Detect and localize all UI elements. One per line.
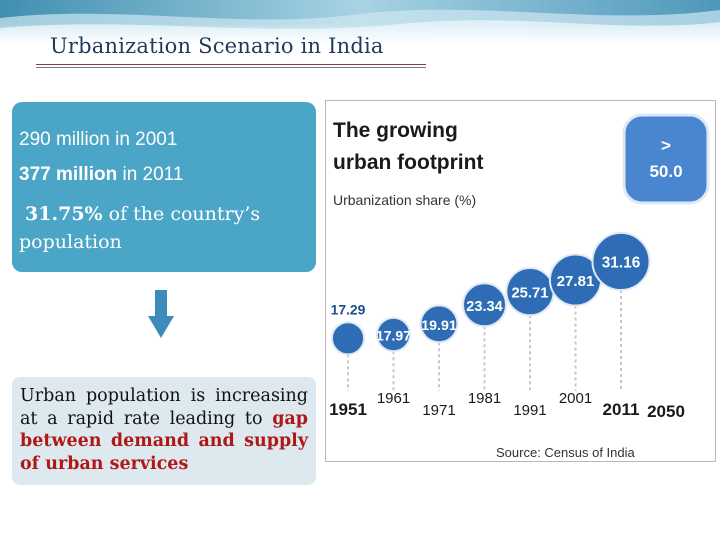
summary-2011-year: in 2011: [117, 164, 184, 185]
title-underline: [36, 64, 426, 65]
value-label-1991: 25.71: [511, 286, 548, 302]
banner-graphic: [0, 0, 720, 44]
title-underline-secondary: [36, 67, 426, 68]
note-text: Urban population is increasing at a rapi…: [20, 386, 308, 429]
down-arrow-icon: [148, 290, 174, 344]
summary-share-figure: 31.75%: [25, 203, 103, 225]
value-label-1971: 19.91: [421, 318, 457, 334]
year-label-1951: 1951: [329, 400, 367, 419]
bubble-1951: [330, 321, 366, 356]
bubble-1971: [419, 304, 459, 344]
summary-line-2001: 290 million in 2001: [19, 129, 178, 150]
year-label-2050: 2050: [647, 402, 685, 421]
value-label-2050-prefix: >: [661, 136, 671, 155]
year-label-2001: 2001: [559, 390, 592, 407]
year-label-2011: 2011: [603, 400, 640, 419]
chart-canvas: The growing urban footprint Urbanization…: [329, 113, 710, 460]
value-label-1981: 23.34: [466, 299, 503, 315]
bubble-1981: [461, 282, 508, 328]
population-summary-box: 290 million in 2001 377 million in 2011 …: [12, 102, 316, 272]
value-label-2001: 27.81: [557, 273, 595, 290]
year-label-1991: 1991: [513, 402, 546, 419]
chart-title-line2: urban footprint: [333, 151, 483, 174]
summary-share-text: of the country’s population: [19, 203, 261, 253]
chart-source: Source: Census of India: [496, 445, 636, 460]
value-label-1951: 17.29: [331, 301, 366, 317]
summary-line-2011: 377 million in 2011: [19, 164, 183, 186]
year-label-1981: 1981: [468, 390, 501, 407]
year-label-1961: 1961: [377, 390, 410, 407]
bubble-2050: [622, 113, 710, 205]
bubble-1961: [375, 316, 412, 353]
value-label-1961: 17.97: [376, 328, 411, 344]
summary-2011-figure: 377 million: [19, 164, 118, 185]
year-label-1971: 1971: [422, 402, 455, 419]
summary-line-share: 31.75% of the country’s population: [19, 200, 304, 256]
header-banner: [0, 0, 720, 44]
chart-subtitle: Urbanization share (%): [333, 192, 476, 208]
urban-footprint-chart: The growing urban footprint Urbanization…: [325, 100, 716, 462]
urban-growth-note: Urban population is increasing at a rapi…: [12, 377, 316, 485]
value-label-2050: 50.0: [649, 162, 682, 181]
bubble-2011: [591, 231, 651, 292]
page-title: Urbanization Scenario in India: [50, 34, 384, 58]
note-highlight: gap between demand and supply of urban s…: [20, 408, 308, 474]
chart-title-line1: The growing: [333, 119, 458, 142]
value-label-2011: 31.16: [602, 254, 641, 271]
